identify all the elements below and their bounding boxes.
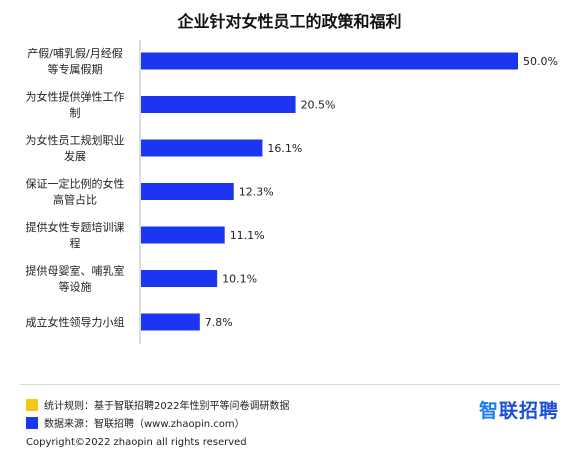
zhaopin-logo: 智联招聘	[479, 396, 559, 423]
logo-rest-chars: 联招聘	[498, 400, 559, 422]
blue-legend-swatch	[26, 416, 38, 429]
category-label: 高管占比	[53, 193, 97, 207]
bar-value-label: 10.1%	[222, 273, 257, 286]
footer-divider	[20, 384, 560, 385]
bar	[141, 96, 296, 113]
note-statistics-rule: 统计规则：基于智联招聘2022年性别平等问卷调研数据	[26, 397, 289, 412]
category-label: 保证一定比例的女性	[26, 177, 125, 191]
bar	[141, 270, 218, 287]
category-label: 成立女性领导力小组	[26, 315, 125, 329]
note-data-source: 数据来源：智联招聘（www.zhaopin.com）	[26, 415, 245, 430]
copyright-text: Copyright©2022 zhaopin all rights reserv…	[26, 437, 247, 448]
bar	[141, 226, 225, 244]
category-label: 为女性员工规划职业	[26, 133, 125, 147]
category-label: 等专属假期	[48, 62, 103, 76]
category-label: 发展	[64, 149, 86, 163]
bar-value-label: 12.3%	[239, 186, 274, 199]
yellow-legend-swatch	[26, 398, 38, 411]
note-statistics-rule-text: 统计规则：基于智联招聘2022年性别平等问卷调研数据	[44, 401, 290, 412]
logo-first-char: 智	[478, 400, 499, 422]
note-data-source-text: 数据来源：智联招聘（www.zhaopin.com）	[44, 419, 245, 430]
bar	[141, 139, 263, 157]
bar-value-label: 11.1%	[230, 229, 265, 242]
bar-value-label: 20.5%	[301, 99, 336, 112]
chart-title: 企业针对女性员工的政策和福利	[177, 12, 402, 31]
category-label: 等设施	[59, 280, 92, 294]
category-label: 程	[70, 237, 81, 250]
bar	[141, 183, 234, 200]
bar	[141, 313, 200, 331]
category-label: 制	[70, 107, 81, 120]
bar	[141, 52, 518, 70]
bar-value-label: 7.8%	[205, 316, 233, 329]
category-label: 产假/哺乳假/月经假	[27, 46, 122, 60]
bar-value-label: 50.0%	[523, 55, 558, 68]
bar-value-label: 16.1%	[267, 142, 302, 155]
category-label: 提供女性专题培训课	[26, 220, 125, 234]
category-label: 为女性提供弹性工作	[26, 90, 125, 104]
category-label: 提供母婴室、哺乳室	[26, 264, 125, 278]
